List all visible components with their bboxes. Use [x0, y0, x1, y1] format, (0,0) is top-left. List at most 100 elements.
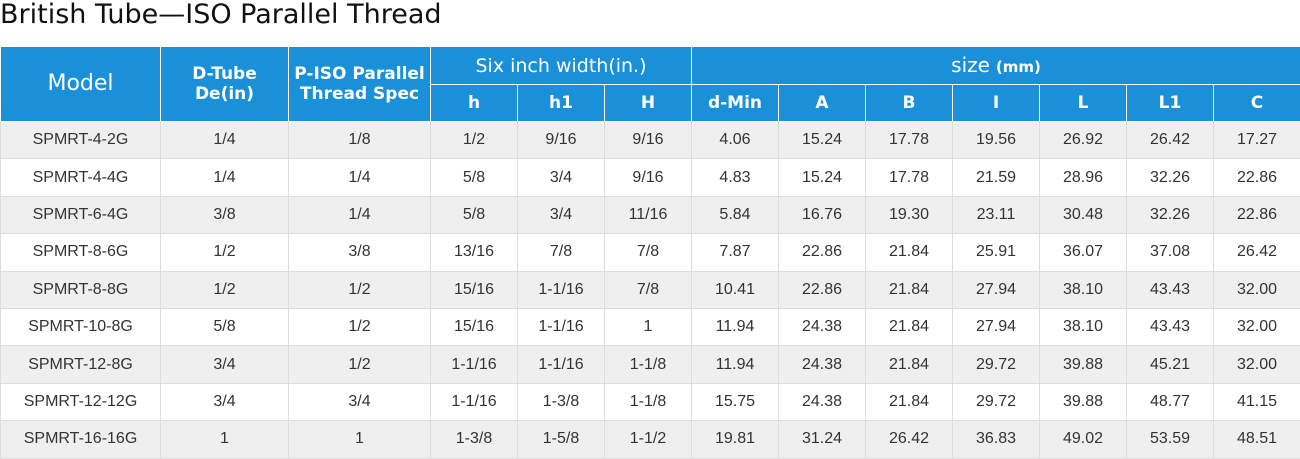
table-cell: 26.42	[866, 421, 953, 458]
sub-header-cell: H	[605, 85, 692, 122]
table-cell: 1-1/16	[431, 383, 518, 420]
table-cell: 43.43	[1127, 308, 1214, 345]
table-cell: 15/16	[431, 271, 518, 308]
table-cell: SPMRT-10-8G	[1, 308, 161, 345]
table-cell: 1	[161, 421, 289, 458]
table-cell: 27.94	[953, 308, 1040, 345]
table-cell: 15/16	[431, 308, 518, 345]
table-cell: 17.27	[1214, 122, 1300, 159]
table-cell: 1/2	[431, 122, 518, 159]
table-cell: 3/4	[289, 383, 431, 420]
table-cell: 29.72	[953, 346, 1040, 383]
table-cell: 21.84	[866, 346, 953, 383]
table-cell: 7/8	[605, 234, 692, 271]
table-cell: 26.42	[1127, 122, 1214, 159]
sub-header-cell: h	[431, 85, 518, 122]
sub-header-cell: C	[1214, 85, 1300, 122]
table-cell: 17.78	[866, 159, 953, 196]
header-unit: (mm)	[996, 58, 1041, 76]
header-line: Thread Spec	[300, 84, 419, 104]
table-cell: 3/4	[161, 346, 289, 383]
table-cell: 32.00	[1214, 346, 1300, 383]
header-line: De(in)	[195, 84, 254, 104]
table-cell: 1/4	[161, 159, 289, 196]
table-cell: 1-1/8	[605, 346, 692, 383]
table-cell: 24.38	[779, 346, 866, 383]
table-cell: 36.83	[953, 421, 1040, 458]
table-cell: 13/16	[431, 234, 518, 271]
table-cell: 1-3/8	[431, 421, 518, 458]
table-cell: 1-1/16	[518, 346, 605, 383]
table-cell: 30.48	[1040, 196, 1127, 233]
table-cell: 23.11	[953, 196, 1040, 233]
table-cell: SPMRT-8-8G	[1, 271, 161, 308]
table-cell: 5/8	[431, 159, 518, 196]
table-cell: 32.26	[1127, 196, 1214, 233]
table-cell: 24.38	[779, 383, 866, 420]
table-cell: SPMRT-12-8G	[1, 346, 161, 383]
table-cell: 45.21	[1127, 346, 1214, 383]
table-cell: 19.30	[866, 196, 953, 233]
table-cell: 32.00	[1214, 308, 1300, 345]
table-cell: 5/8	[431, 196, 518, 233]
header-line: D-Tube	[192, 64, 257, 84]
table-cell: 22.86	[779, 234, 866, 271]
table-cell: SPMRT-12-12G	[1, 383, 161, 420]
table-cell: 1-5/8	[518, 421, 605, 458]
table-cell: SPMRT-4-2G	[1, 122, 161, 159]
table-cell: 21.84	[866, 308, 953, 345]
table-cell: 15.24	[779, 159, 866, 196]
table-cell: SPMRT-16-16G	[1, 421, 161, 458]
header-cell: size (mm)	[692, 47, 1300, 85]
table-cell: 21.59	[953, 159, 1040, 196]
table-cell: 21.84	[866, 383, 953, 420]
table-cell: 1-3/8	[518, 383, 605, 420]
table-cell: 1/2	[289, 308, 431, 345]
table-cell: 10.41	[692, 271, 779, 308]
table-cell: 1/8	[289, 122, 431, 159]
table-cell: 53.59	[1127, 421, 1214, 458]
table-cell: 1/2	[161, 271, 289, 308]
table-cell: 15.24	[779, 122, 866, 159]
table-cell: 22.86	[779, 271, 866, 308]
table-cell: 9/16	[518, 122, 605, 159]
table-cell: 1/4	[161, 122, 289, 159]
table-cell: 3/8	[289, 234, 431, 271]
table-cell: 17.78	[866, 122, 953, 159]
table-cell: 38.10	[1040, 271, 1127, 308]
table-cell: 26.92	[1040, 122, 1127, 159]
sub-header-cell: B	[866, 85, 953, 122]
table-cell: 1-1/16	[518, 271, 605, 308]
table-cell: SPMRT-4-4G	[1, 159, 161, 196]
table-cell: 1-1/2	[605, 421, 692, 458]
table-cell: 28.96	[1040, 159, 1127, 196]
table-cell: 1	[289, 421, 431, 458]
table-cell: 37.08	[1127, 234, 1214, 271]
table-cell: 1/2	[161, 234, 289, 271]
table-cell: SPMRT-8-6G	[1, 234, 161, 271]
table-cell: 15.75	[692, 383, 779, 420]
table-cell: 3/4	[518, 196, 605, 233]
sub-header-cell: L1	[1127, 85, 1214, 122]
table-cell: 22.86	[1214, 196, 1300, 233]
header-label: size	[951, 53, 990, 77]
table-cell: 24.38	[779, 308, 866, 345]
table-cell: 1-1/16	[431, 346, 518, 383]
table-cell: 4.06	[692, 122, 779, 159]
table-cell: 36.07	[1040, 234, 1127, 271]
table-cell: 39.88	[1040, 383, 1127, 420]
table-cell: 38.10	[1040, 308, 1127, 345]
header-cell: Model	[1, 47, 161, 122]
table-cell: 21.84	[866, 234, 953, 271]
table-cell: 26.42	[1214, 234, 1300, 271]
table-cell: 9/16	[605, 122, 692, 159]
table-cell: 4.83	[692, 159, 779, 196]
table-cell: 1/4	[289, 196, 431, 233]
